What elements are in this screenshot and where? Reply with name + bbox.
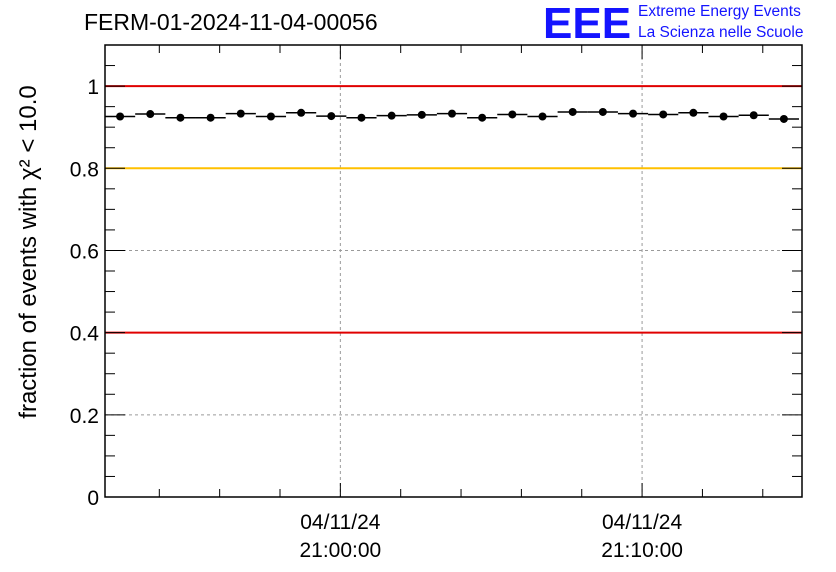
data-point bbox=[417, 110, 426, 119]
data-point bbox=[146, 110, 155, 119]
data-point bbox=[116, 112, 125, 121]
brand-line-1: Extreme Energy Events bbox=[638, 3, 801, 20]
data-point bbox=[779, 114, 788, 123]
data-point bbox=[598, 107, 607, 116]
data-point bbox=[327, 112, 336, 121]
data-point bbox=[538, 112, 547, 121]
chart-title: FERM-01-2024-11-04-00056 bbox=[84, 9, 378, 35]
data-point bbox=[749, 111, 758, 120]
y-tick-label: 0 bbox=[87, 487, 99, 510]
data-point bbox=[478, 113, 487, 122]
data-point bbox=[297, 108, 306, 117]
reference-lines bbox=[105, 85, 802, 334]
x-tick-label-date: 04/11/24 bbox=[602, 511, 683, 534]
data-point bbox=[266, 112, 275, 121]
data-point bbox=[719, 112, 728, 121]
brand-line-2: La Scienza nelle Scuole bbox=[638, 24, 804, 41]
data-point bbox=[176, 113, 185, 122]
data-point bbox=[236, 109, 245, 118]
axes: 0 0.2 0.4 0.6 0.8 1 04/11/24 21:00:00 04/11/24 21… bbox=[70, 44, 803, 562]
y-tick-label: 0.4 bbox=[70, 323, 100, 346]
data-point bbox=[357, 113, 366, 122]
data-point bbox=[568, 107, 577, 116]
data-point bbox=[387, 111, 396, 120]
x-tick-label-time: 21:00:00 bbox=[299, 539, 381, 562]
data-point bbox=[629, 109, 638, 118]
data-point bbox=[508, 110, 517, 119]
data-points bbox=[105, 107, 799, 123]
eee-logo: EEE bbox=[543, 0, 632, 48]
y-tick-label: 0.2 bbox=[70, 405, 99, 428]
y-axis-label: fraction of events with χ² < 10.0 bbox=[15, 85, 42, 418]
y-tick-label: 0.6 bbox=[70, 240, 99, 263]
y-tick-label: 0.8 bbox=[70, 158, 99, 181]
data-point bbox=[206, 113, 215, 122]
data-point bbox=[659, 110, 668, 119]
y-tick-label: 1 bbox=[87, 76, 99, 99]
data-point bbox=[689, 108, 698, 117]
data-point bbox=[447, 109, 456, 118]
x-tick-label-date: 04/11/24 bbox=[300, 511, 381, 534]
x-tick-label-time: 21:10:00 bbox=[601, 539, 683, 562]
